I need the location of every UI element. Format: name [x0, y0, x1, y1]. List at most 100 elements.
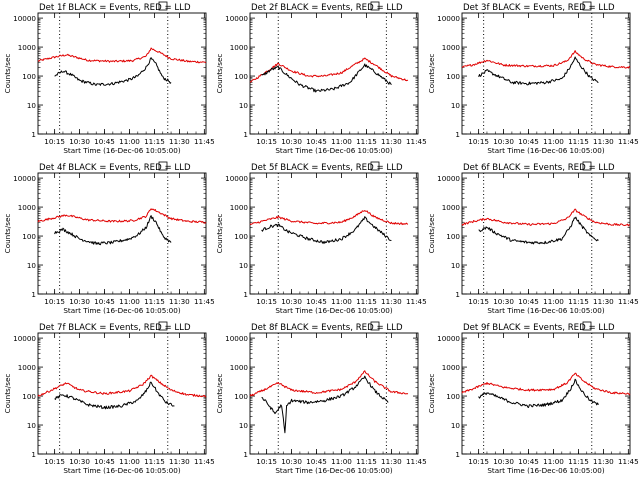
x-tick-label: 11:00	[543, 137, 564, 146]
panel-title: Det 8f BLACK = Events, RED = LLD	[251, 323, 403, 333]
x-tick-label: 10:30	[493, 297, 514, 306]
y-tick-label: 10000	[225, 334, 248, 343]
x-tick-label: 10:15	[468, 297, 489, 306]
y-tick-label: 10	[27, 421, 37, 430]
y-tick-label: 1000	[230, 363, 249, 372]
x-tick-label: 11:30	[381, 137, 402, 146]
panel-det-8: Det 8f BLACK = Events, RED = LLD 1 10 100 10…	[215, 321, 427, 475]
x-tick-label: 10:15	[468, 457, 489, 466]
y-tick-label: 100	[234, 232, 248, 241]
plot-frame	[37, 12, 207, 135]
series-lld-line	[461, 208, 631, 227]
y-tick-label: 10000	[13, 14, 36, 23]
panel-det-6: Det 6f BLACK = Events, RED = LLD 1 10 100 10…	[427, 161, 639, 315]
x-tick-label: 11:45	[194, 457, 215, 466]
panel-title: Det 7f BLACK = Events, RED = LLD	[39, 323, 191, 333]
title-marker-box	[370, 1, 380, 11]
x-tick-label: 10:15	[256, 137, 277, 146]
panel-det-3: Det 3f BLACK = Events, RED = LLD 1 10 100 10…	[427, 1, 639, 155]
x-tick-label: 11:15	[356, 457, 377, 466]
x-tick-label: 11:45	[406, 137, 427, 146]
y-tick-label: 10000	[437, 174, 460, 183]
x-tick-label: 10:30	[493, 457, 514, 466]
y-tick-label: 1000	[18, 43, 37, 52]
y-tick-label: 10000	[13, 334, 36, 343]
panel-title: Det 5f BLACK = Events, RED = LLD	[251, 163, 403, 173]
x-tick-label: 11:00	[331, 457, 352, 466]
y-tick-label: 10	[27, 101, 37, 110]
y-axis-label: Counts/sec	[215, 54, 224, 94]
panel-title: Det 9f BLACK = Events, RED = LLD	[463, 323, 615, 333]
y-tick-label: 1	[31, 450, 36, 459]
x-tick-label: 10:45	[518, 137, 539, 146]
x-tick-label: 11:45	[618, 457, 639, 466]
x-tick-label: 10:30	[493, 137, 514, 146]
x-tick-label: 11:00	[543, 457, 564, 466]
y-tick-label: 1	[31, 290, 36, 299]
x-axis-label: Start Time (16-Dec-06 10:05:00)	[275, 146, 392, 155]
y-tick-label: 100	[234, 72, 248, 81]
x-axis-label: Start Time (16-Dec-06 10:05:00)	[63, 466, 180, 475]
y-axis-label: Counts/sec	[215, 214, 224, 254]
x-tick-label: 11:00	[331, 297, 352, 306]
x-tick-label: 11:15	[568, 297, 589, 306]
title-marker-box	[370, 161, 380, 171]
x-tick-label: 11:30	[169, 137, 190, 146]
x-axis-label: Start Time (16-Dec-06 10:05:00)	[275, 466, 392, 475]
series-events-line	[478, 378, 599, 408]
x-tick-label: 10:45	[306, 297, 327, 306]
panel-det-4: Det 4f BLACK = Events, RED = LLD 1 10 100 10…	[3, 161, 215, 315]
y-tick-label: 1	[455, 450, 460, 459]
series-events-line	[54, 381, 175, 410]
series-lld-line	[37, 374, 207, 398]
x-tick-label: 11:00	[119, 457, 140, 466]
x-tick-label: 11:15	[568, 457, 589, 466]
x-tick-label: 10:15	[468, 137, 489, 146]
x-tick-label: 10:45	[518, 457, 539, 466]
x-axis-label: Start Time (16-Dec-06 10:05:00)	[63, 146, 180, 155]
plot-frame	[37, 332, 207, 455]
x-tick-label: 11:30	[169, 457, 190, 466]
y-tick-label: 1000	[230, 43, 249, 52]
title-marker-box	[158, 1, 168, 11]
panel-det-5: Det 5f BLACK = Events, RED = LLD 1 10 100 10…	[215, 161, 427, 315]
plot-frame	[249, 172, 419, 295]
x-axis-label: Start Time (16-Dec-06 10:05:00)	[275, 306, 392, 315]
y-tick-label: 100	[446, 392, 460, 401]
y-tick-label: 10000	[225, 174, 248, 183]
x-tick-label: 10:15	[256, 457, 277, 466]
plot-frame	[249, 12, 419, 135]
x-axis-label: Start Time (16-Dec-06 10:05:00)	[487, 146, 604, 155]
y-tick-label: 1	[243, 450, 248, 459]
y-tick-label: 10	[451, 101, 461, 110]
series-events-line	[261, 375, 389, 434]
x-tick-label: 10:30	[69, 457, 90, 466]
plot-frame	[461, 12, 631, 135]
y-tick-label: 1000	[442, 203, 461, 212]
series-events-line	[54, 57, 172, 86]
y-axis-label: Counts/sec	[215, 374, 224, 414]
plot-frame	[249, 332, 419, 455]
y-tick-label: 100	[22, 232, 36, 241]
x-tick-label: 10:15	[256, 297, 277, 306]
x-tick-label: 11:45	[406, 457, 427, 466]
x-axis-label: Start Time (16-Dec-06 10:05:00)	[63, 306, 180, 315]
panel-title: Det 1f BLACK = Events, RED = LLD	[39, 3, 191, 13]
y-axis-label: Counts/sec	[427, 214, 436, 254]
x-tick-label: 10:30	[69, 297, 90, 306]
series-lld-line	[249, 370, 409, 397]
x-tick-label: 11:15	[144, 297, 165, 306]
title-marker-box	[582, 1, 592, 11]
y-tick-label: 10000	[225, 14, 248, 23]
y-tick-label: 10000	[437, 14, 460, 23]
panel-title: Det 6f BLACK = Events, RED = LLD	[463, 163, 615, 173]
y-tick-label: 10	[239, 261, 249, 270]
x-tick-label: 11:45	[194, 297, 215, 306]
y-tick-label: 1000	[442, 43, 461, 52]
series-lld-line	[461, 50, 631, 69]
x-tick-label: 11:15	[356, 297, 377, 306]
x-tick-label: 11:45	[194, 137, 215, 146]
title-marker-box	[158, 161, 168, 171]
x-tick-label: 11:00	[119, 137, 140, 146]
y-tick-label: 1000	[18, 363, 37, 372]
